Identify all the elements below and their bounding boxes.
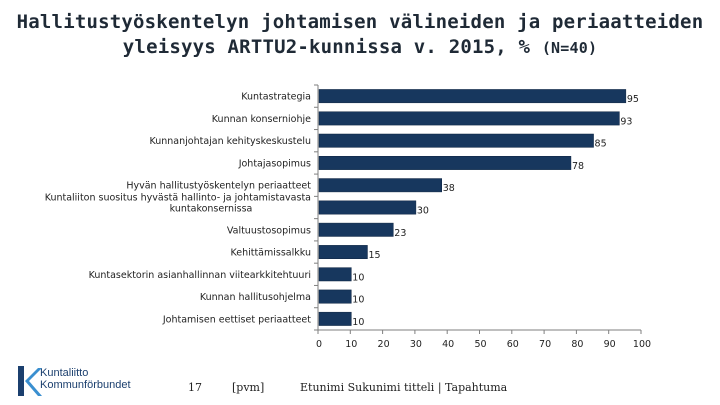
value-label: 30 (417, 206, 429, 217)
logo-text: Kuntaliitto Kommunförbundet (40, 367, 131, 391)
page-number: 17 (188, 381, 202, 394)
bar (318, 289, 352, 304)
value-label: 85 (595, 139, 607, 150)
bar (318, 178, 442, 193)
bar (318, 267, 352, 282)
category-label: Kunnanjohtajan kehityskeskustelu (149, 136, 311, 147)
category-label: Kunnan konserniohje (212, 114, 311, 125)
bar (318, 156, 572, 170)
value-label: 95 (627, 94, 639, 105)
chart-title: Hallitustyöskentelyn johtamisen välineid… (0, 10, 720, 61)
x-tick-label: 50 (474, 339, 486, 350)
value-label: 10 (352, 317, 364, 328)
x-tick-label: 90 (604, 339, 616, 350)
bar (318, 245, 368, 259)
x-tick-label: 70 (539, 339, 551, 350)
x-tick-label: 100 (633, 339, 651, 350)
category-label: Kuntaliiton suositus hyvästä hallinto- j… (45, 193, 311, 215)
value-label: 23 (394, 228, 406, 239)
x-tick-label: 80 (571, 339, 583, 350)
logo-line-1: Kuntaliitto (40, 367, 89, 379)
category-label: Kunnan hallitusohjelma (200, 292, 311, 303)
axis-layer: 0 10 20 30 40 50 60 70 80 90 100 (314, 84, 651, 350)
title-line-2: yleisyys ARTTU2-kunnissa v. 2015, % (N=4… (0, 35, 720, 61)
x-tick-label: 10 (345, 339, 357, 350)
value-label: 93 (620, 116, 632, 127)
bar (318, 200, 417, 215)
title-sample-size: (N=40) (541, 39, 598, 57)
x-tick-label: 30 (410, 339, 422, 350)
bar (318, 111, 620, 126)
bar (318, 222, 394, 237)
value-label: 38 (443, 183, 455, 194)
bar (318, 311, 352, 326)
x-tick-label: 60 (507, 339, 519, 350)
x-tick-label: 40 (442, 339, 454, 350)
value-label: 15 (368, 250, 380, 261)
category-label: Kuntasektorin asianhallinnan viitearkkit… (89, 270, 311, 281)
footer-date: [pvm] (232, 381, 265, 394)
bar (318, 89, 627, 104)
title-line-1: Hallitustyöskentelyn johtamisen välineid… (16, 11, 704, 33)
footer-author-event: Etunimi Sukunimi titteli | Tapahtuma (300, 381, 508, 394)
logo-line-2: Kommunförbundet (40, 379, 131, 391)
value-label: 10 (352, 272, 364, 283)
category-label: Kuntastrategia (241, 92, 311, 103)
category-label: Johtamisen eettiset periaatteet (162, 314, 311, 325)
value-label: 78 (572, 161, 584, 172)
category-label: Hyvän hallitustyöskentelyn periaatteet (126, 181, 311, 192)
bar (318, 133, 594, 148)
category-label: Kehittämissalkku (230, 248, 311, 259)
category-label: Johtajasopimus (238, 158, 311, 169)
x-tick-label: 0 (316, 339, 322, 350)
x-tick-label: 20 (378, 339, 390, 350)
kuntaliitto-logo-icon (18, 366, 42, 396)
category-label: Valtuustosopimus (227, 225, 311, 236)
bars-layer: 95 Kuntastrategia 93 Kunnan konserniohje 85 K… (45, 89, 639, 328)
value-label: 10 (352, 295, 364, 306)
title-line-2-text: yleisyys ARTTU2-kunnissa v. 2015, % (122, 36, 531, 58)
bar-chart: 0 10 20 30 40 50 60 70 80 90 100 95Kuntastrategia9… (45, 84, 651, 350)
